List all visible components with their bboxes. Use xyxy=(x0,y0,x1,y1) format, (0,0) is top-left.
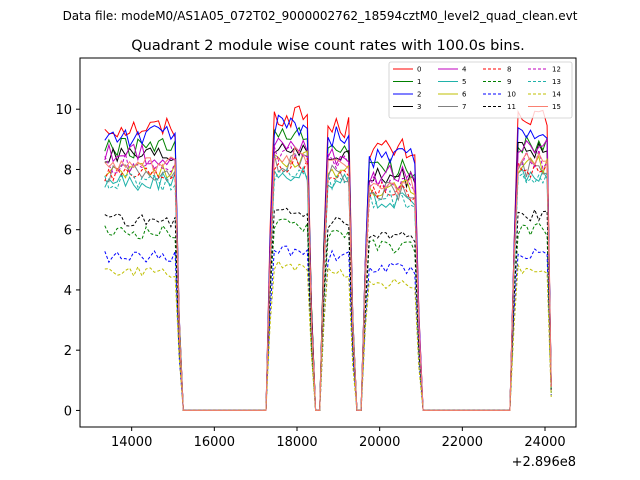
legend-label-13: 13 xyxy=(552,78,561,86)
y-tick-label: 8 xyxy=(64,163,72,178)
x-tick-label: 14000 xyxy=(111,435,152,450)
y-axis: 0 2 4 6 8 10 xyxy=(55,103,80,419)
series-line-11 xyxy=(104,207,552,411)
y-tick-label: 2 xyxy=(64,344,72,359)
series-line-15 xyxy=(104,145,552,411)
x-offset-label: +2.896e8 xyxy=(512,455,576,470)
x-tick-label: 16000 xyxy=(194,435,235,450)
legend-label-14: 14 xyxy=(552,91,561,99)
y-tick-label: 6 xyxy=(64,224,72,239)
y-tick-label: 10 xyxy=(55,103,72,118)
x-tick-label: 24000 xyxy=(524,435,565,450)
x-axis: 14000 16000 18000 20000 22000 24000 xyxy=(111,427,566,450)
legend-label-9: 9 xyxy=(507,78,511,86)
x-tick-label: 20000 xyxy=(359,435,400,450)
series-layer xyxy=(104,105,552,411)
legend-label-6: 6 xyxy=(462,91,467,99)
plot-frame xyxy=(79,57,577,428)
legend-label-15: 15 xyxy=(552,103,561,111)
legend-label-10: 10 xyxy=(507,91,516,99)
legend-label-4: 4 xyxy=(462,66,467,74)
y-tick-label: 0 xyxy=(64,404,72,419)
suptitle: Data file: modeM0/AS1A05_072T02_90000027… xyxy=(63,9,578,23)
legend-label-0: 0 xyxy=(417,66,421,74)
legend-label-5: 5 xyxy=(462,78,466,86)
legend-label-3: 3 xyxy=(417,103,421,111)
legend-label-12: 12 xyxy=(552,66,561,74)
y-tick-label: 4 xyxy=(64,284,72,299)
legend-label-11: 11 xyxy=(507,103,516,111)
legend-label-8: 8 xyxy=(507,66,511,74)
chart-title: Quadrant 2 module wise count rates with … xyxy=(131,38,525,54)
x-tick-label: 18000 xyxy=(276,435,317,450)
legend-label-1: 1 xyxy=(417,78,421,86)
plot-area xyxy=(79,57,577,428)
legend-label-2: 2 xyxy=(417,91,421,99)
legend-frame xyxy=(388,61,573,119)
legend-label-7: 7 xyxy=(462,103,466,111)
x-tick-label: 22000 xyxy=(442,435,483,450)
